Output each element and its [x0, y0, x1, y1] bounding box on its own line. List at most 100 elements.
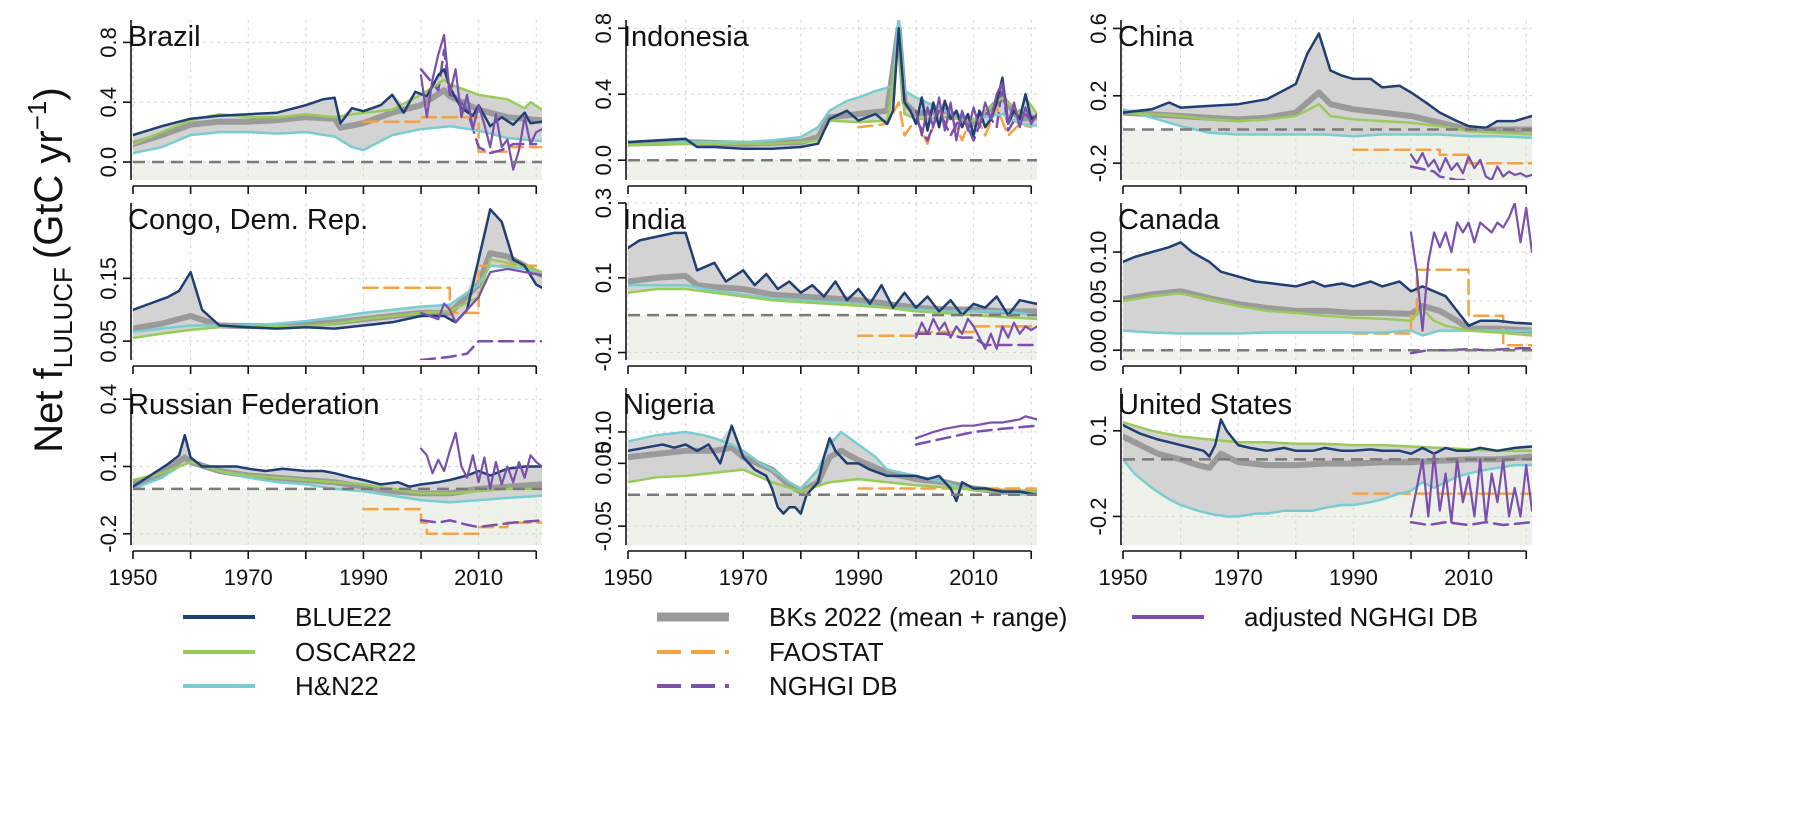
y-tick-label: -0.05	[591, 501, 616, 551]
y-tick-label: 0.4	[96, 384, 121, 415]
blue22-line	[628, 424, 1037, 515]
x-tick-label: 1950	[1099, 565, 1148, 590]
ylabel-exponent: −1	[22, 101, 52, 131]
oscar22-line	[1123, 292, 1532, 337]
adjusted-nghgi-db-line	[419, 267, 542, 324]
y-tick-label: 0.00	[1086, 329, 1111, 372]
adjusted-nghgi-db-line	[914, 81, 1037, 142]
bk-mean-line	[1123, 288, 1532, 334]
y-tick-label: -0.1	[591, 334, 616, 372]
y-tick-label: 0.05	[1086, 280, 1111, 323]
oscar22-line	[133, 460, 542, 495]
adjusted-nghgi-db-line	[1409, 203, 1532, 332]
plot-area	[628, 231, 1037, 350]
blue22-line	[1123, 32, 1532, 130]
hn22-line	[628, 283, 1037, 317]
adjusted-nghgi-db-line	[419, 431, 542, 490]
y-tick-label: 0.1	[1086, 416, 1111, 447]
below-zero-region	[1123, 350, 1532, 360]
panel-congo-dem-rep-: 0.05 0.15 Congo, Dem. Rep.	[96, 203, 542, 374]
adjusted-nghgi-db-line	[914, 415, 1037, 440]
legend-item-hn: H&N22	[183, 671, 379, 701]
svg-text:Net fLULUCF(GtC yr−1): Net fLULUCF (GtC yr−1)	[22, 87, 78, 452]
panel-canada: 0.00 0.05 0.10 Canada	[1086, 203, 1532, 374]
panel-title: Russian Federation	[128, 389, 379, 421]
below-zero-region	[133, 162, 542, 180]
x-tick-label: 1990	[339, 565, 388, 590]
y-tick-label: 0.4	[591, 79, 616, 110]
faostat-line	[857, 325, 1037, 337]
nghgi-db-line	[914, 424, 1037, 446]
plot-area	[133, 431, 542, 536]
ylabel-subscript: LULUCF	[48, 267, 78, 368]
x-ticks	[132, 550, 538, 559]
nghgi-db-line	[419, 339, 542, 360]
blue22-line	[628, 231, 1037, 317]
y-tick-label: 0.1	[96, 451, 121, 482]
bk-mean-line	[1123, 433, 1532, 471]
legend-item-faostat: FAOSTAT	[657, 637, 884, 667]
y-tick-label: 0.2	[1086, 81, 1111, 112]
below-zero-region	[628, 160, 1037, 180]
below-zero-region	[628, 494, 1037, 545]
plot-area	[1123, 203, 1532, 355]
x-ticks	[627, 365, 1033, 374]
y-tick-label: 0.05	[96, 320, 121, 363]
y-tick-label: -0.2	[1086, 498, 1111, 536]
nghgi-db-line	[1409, 165, 1472, 180]
plot-area	[628, 415, 1037, 515]
plot-area	[1123, 32, 1532, 180]
panel-brazil: 0.0 0.4 0.8 Brazil	[96, 20, 542, 194]
panel-title: India	[623, 204, 687, 236]
x-tick-label: 1950	[109, 565, 158, 590]
legend-item-blue: BLUE22	[183, 602, 392, 632]
oscar22-line	[1123, 421, 1532, 453]
oscar22-line	[133, 258, 542, 340]
plot-area	[133, 208, 542, 360]
panel-indonesia: 0.0 0.4 0.8 Indonesia	[591, 13, 1037, 194]
hn22-line	[133, 264, 542, 333]
y-tick-label: -0.2	[1086, 144, 1111, 182]
panel-title: China	[1118, 21, 1195, 53]
y-tick-label: 0.3	[591, 188, 616, 219]
adjusted-nghgi-db-line	[1409, 452, 1532, 524]
panel-title: Brazil	[128, 21, 201, 53]
legend-label: OSCAR22	[295, 637, 416, 667]
blue22-line	[133, 208, 542, 330]
blue22-line	[133, 433, 542, 488]
hn22-line	[1123, 329, 1532, 337]
panels-group: 0.0 0.4 0.8 Brazil 0.0 0.4 0.8 Indonesia -0.2 0.2…	[96, 13, 1532, 590]
legend-label: FAOSTAT	[769, 637, 884, 667]
ylabel-close: )	[27, 87, 71, 100]
adjusted-nghgi-db-line	[419, 33, 542, 171]
y-tick-label: 0.0	[591, 145, 616, 176]
oscar22-line	[628, 468, 1037, 493]
adjusted-nghgi-db-line	[914, 317, 1037, 350]
plot-area	[628, 20, 1037, 150]
y-tick-label: 0.6	[1086, 13, 1111, 44]
nghgi-db-line	[419, 519, 542, 529]
nghgi-db-line	[914, 332, 1037, 347]
panel-title: Canada	[1118, 204, 1220, 236]
x-tick-label: 2010	[949, 565, 998, 590]
y-tick-label: 0.05	[591, 442, 616, 485]
panel-title: Indonesia	[623, 21, 750, 53]
bk-range-band	[1123, 33, 1532, 138]
x-tick-label: 1990	[1329, 565, 1378, 590]
hn22-line	[133, 124, 542, 155]
legend-item-nghgi-db: NGHGI DB	[657, 671, 898, 701]
y-tick-label: 0.0	[96, 147, 121, 178]
x-ticks	[1122, 550, 1528, 559]
hn22-line	[628, 430, 1037, 497]
ylabel-units: (GtC yr	[27, 130, 71, 259]
legend-item-bk: BKs 2022 (mean + range)	[657, 602, 1067, 632]
x-tick-label: 1990	[834, 565, 883, 590]
y-tick-label: -0.2	[96, 515, 121, 553]
faostat-line	[362, 115, 542, 153]
y-axis-label: Net fLULUCF (GtC yr−1)	[22, 87, 78, 452]
x-tick-label: 2010	[454, 565, 503, 590]
blue22-line	[1123, 418, 1532, 458]
y-tick-label: 0.15	[96, 257, 121, 300]
gridlines	[132, 388, 542, 545]
legend-label: BLUE22	[295, 602, 392, 632]
